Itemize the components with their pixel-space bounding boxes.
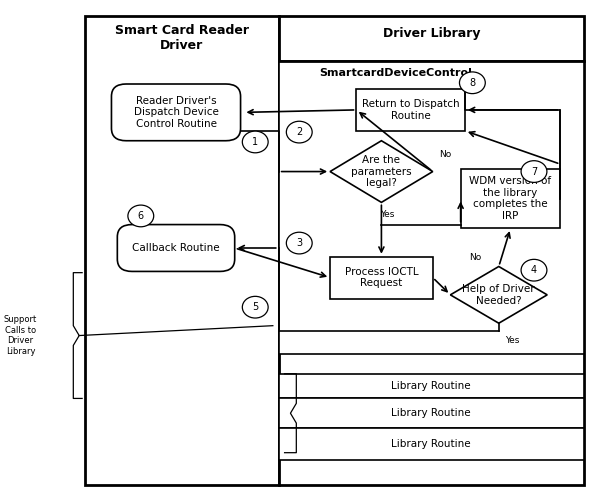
FancyBboxPatch shape <box>279 398 584 428</box>
Text: SmartcardDeviceControl: SmartcardDeviceControl <box>319 68 472 78</box>
Text: Process IOCTL
Request: Process IOCTL Request <box>344 267 418 288</box>
Text: Library Routine: Library Routine <box>392 381 471 391</box>
Text: No: No <box>439 150 451 159</box>
Circle shape <box>460 72 485 94</box>
Circle shape <box>287 232 312 254</box>
Text: Are the
parameters
legal?: Are the parameters legal? <box>351 155 412 188</box>
Text: Library Routine: Library Routine <box>392 408 471 418</box>
FancyBboxPatch shape <box>279 61 584 354</box>
Text: Yes: Yes <box>380 210 395 219</box>
Circle shape <box>287 121 312 143</box>
Text: Yes: Yes <box>504 336 519 345</box>
FancyBboxPatch shape <box>279 16 584 485</box>
FancyBboxPatch shape <box>461 169 561 228</box>
Text: 6: 6 <box>138 211 144 221</box>
Circle shape <box>128 205 153 227</box>
Text: Driver Library: Driver Library <box>383 27 480 40</box>
Polygon shape <box>450 266 547 323</box>
Text: 8: 8 <box>469 78 475 88</box>
FancyBboxPatch shape <box>330 256 433 299</box>
Text: 7: 7 <box>531 167 537 177</box>
Text: 4: 4 <box>531 265 537 275</box>
FancyBboxPatch shape <box>356 89 465 131</box>
Text: 5: 5 <box>252 302 259 312</box>
Circle shape <box>242 296 268 318</box>
Text: 1: 1 <box>252 137 259 147</box>
Circle shape <box>521 161 547 183</box>
Text: Library Routine: Library Routine <box>392 439 471 449</box>
FancyBboxPatch shape <box>279 374 584 398</box>
FancyBboxPatch shape <box>118 225 235 271</box>
Text: Return to Dispatch
Routine: Return to Dispatch Routine <box>362 99 460 121</box>
FancyBboxPatch shape <box>85 16 279 485</box>
Text: 2: 2 <box>296 127 302 137</box>
Text: Help of Driver
Needed?: Help of Driver Needed? <box>463 284 535 306</box>
Text: WDM version of
the library
completes the
IRP: WDM version of the library completes the… <box>469 176 552 221</box>
Text: Callback Routine: Callback Routine <box>132 243 220 253</box>
Circle shape <box>242 131 268 153</box>
Text: Support
Calls to
Driver
Library: Support Calls to Driver Library <box>4 315 37 356</box>
Text: 3: 3 <box>296 238 302 248</box>
Polygon shape <box>330 141 433 202</box>
Text: Reader Driver's
Dispatch Device
Control Routine: Reader Driver's Dispatch Device Control … <box>134 96 219 129</box>
Text: Smart Card Reader
Driver: Smart Card Reader Driver <box>115 24 249 53</box>
FancyBboxPatch shape <box>279 428 584 460</box>
Text: No: No <box>469 252 481 261</box>
FancyBboxPatch shape <box>112 84 241 141</box>
Circle shape <box>521 259 547 281</box>
